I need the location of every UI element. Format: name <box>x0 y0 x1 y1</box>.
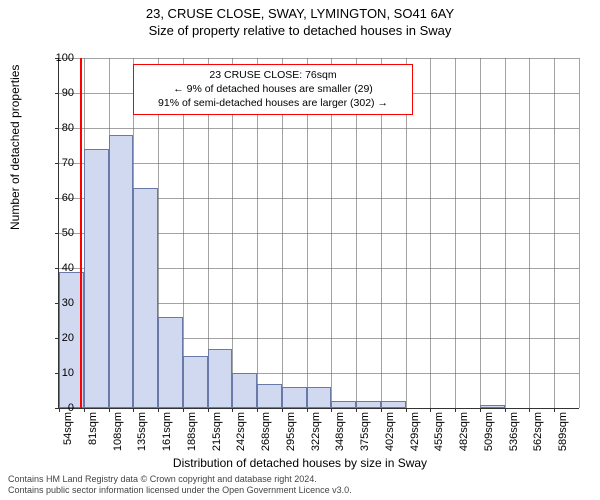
xtick-label: 348sqm <box>334 412 346 451</box>
chart-title-main: 23, CRUSE CLOSE, SWAY, LYMINGTON, SO41 6… <box>0 0 600 21</box>
x-axis-label: Distribution of detached houses by size … <box>0 456 600 470</box>
histogram-bar <box>232 373 257 408</box>
gridline-vertical <box>480 58 481 408</box>
xtick-label: 135sqm <box>136 412 148 451</box>
histogram-bar <box>480 405 505 409</box>
annotation-box: 23 CRUSE CLOSE: 76sqm← 9% of detached ho… <box>133 64 413 115</box>
footer-line-1: Contains HM Land Registry data © Crown c… <box>8 474 352 485</box>
histogram-bar <box>133 188 158 409</box>
histogram-bar <box>84 149 109 408</box>
histogram-bar <box>183 356 208 409</box>
xtick-label: 81sqm <box>87 412 99 445</box>
xtick-mark <box>455 408 456 412</box>
gridline-vertical <box>529 58 530 408</box>
y-axis-label: Number of detached properties <box>8 65 22 230</box>
xtick-label: 402sqm <box>384 412 396 451</box>
xtick-mark <box>356 408 357 412</box>
annotation-line: 91% of semi-detached houses are larger (… <box>140 96 406 110</box>
xtick-mark <box>282 408 283 412</box>
chart-container: 23, CRUSE CLOSE, SWAY, LYMINGTON, SO41 6… <box>0 0 600 500</box>
xtick-label: 322sqm <box>310 412 322 451</box>
histogram-bar <box>109 135 134 408</box>
ytick-label: 90 <box>44 87 74 99</box>
xtick-label: 54sqm <box>62 412 74 445</box>
xtick-label: 215sqm <box>211 412 223 451</box>
xtick-mark <box>183 408 184 412</box>
histogram-bar <box>208 349 233 409</box>
xtick-label: 482sqm <box>458 412 470 451</box>
ytick-label: 60 <box>44 192 74 204</box>
ytick-label: 70 <box>44 157 74 169</box>
histogram-bar <box>282 387 307 408</box>
xtick-label: 295sqm <box>285 412 297 451</box>
property-marker-line <box>80 58 82 408</box>
gridline-horizontal <box>59 128 579 129</box>
xtick-mark <box>232 408 233 412</box>
ytick-label: 50 <box>44 227 74 239</box>
ytick-label: 40 <box>44 262 74 274</box>
annotation-line: 23 CRUSE CLOSE: 76sqm <box>140 68 406 82</box>
xtick-mark <box>307 408 308 412</box>
xtick-label: 536sqm <box>508 412 520 451</box>
gridline-vertical <box>455 58 456 408</box>
xtick-mark <box>331 408 332 412</box>
annotation-line: ← 9% of detached houses are smaller (29) <box>140 82 406 96</box>
xtick-mark <box>208 408 209 412</box>
xtick-mark <box>529 408 530 412</box>
ytick-label: 80 <box>44 122 74 134</box>
xtick-label: 455sqm <box>433 412 445 451</box>
xtick-mark <box>109 408 110 412</box>
footer-attribution: Contains HM Land Registry data © Crown c… <box>8 474 352 496</box>
ytick-label: 100 <box>44 52 74 64</box>
xtick-label: 509sqm <box>483 412 495 451</box>
histogram-bar <box>331 401 356 408</box>
xtick-mark <box>257 408 258 412</box>
xtick-label: 562sqm <box>532 412 544 451</box>
plot-area: 23 CRUSE CLOSE: 76sqm← 9% of detached ho… <box>58 58 579 409</box>
histogram-bar <box>158 317 183 408</box>
histogram-bar <box>356 401 381 408</box>
gridline-vertical <box>579 58 580 408</box>
gridline-vertical <box>554 58 555 408</box>
xtick-label: 188sqm <box>186 412 198 451</box>
xtick-mark <box>381 408 382 412</box>
xtick-mark <box>430 408 431 412</box>
xtick-label: 429sqm <box>409 412 421 451</box>
gridline-vertical <box>505 58 506 408</box>
histogram-bar <box>307 387 332 408</box>
xtick-label: 242sqm <box>235 412 247 451</box>
ytick-label: 30 <box>44 297 74 309</box>
ytick-label: 20 <box>44 332 74 344</box>
xtick-mark <box>554 408 555 412</box>
chart-title-sub: Size of property relative to detached ho… <box>0 21 600 38</box>
xtick-label: 375sqm <box>359 412 371 451</box>
xtick-mark <box>406 408 407 412</box>
xtick-label: 108sqm <box>112 412 124 451</box>
gridline-horizontal <box>59 58 579 59</box>
xtick-label: 589sqm <box>557 412 569 451</box>
footer-line-2: Contains public sector information licen… <box>8 485 352 496</box>
histogram-bar <box>257 384 282 409</box>
histogram-bar <box>381 401 406 408</box>
gridline-vertical <box>430 58 431 408</box>
xtick-label: 268sqm <box>260 412 272 451</box>
xtick-mark <box>84 408 85 412</box>
xtick-mark <box>480 408 481 412</box>
xtick-label: 161sqm <box>161 412 173 451</box>
ytick-label: 10 <box>44 367 74 379</box>
xtick-mark <box>158 408 159 412</box>
gridline-horizontal <box>59 163 579 164</box>
xtick-mark <box>505 408 506 412</box>
xtick-mark <box>133 408 134 412</box>
